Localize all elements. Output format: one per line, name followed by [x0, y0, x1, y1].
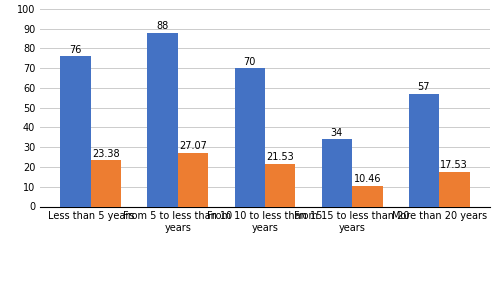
Bar [439, 172, 470, 206]
Bar [408, 94, 439, 206]
Text: 76: 76 [70, 45, 82, 55]
Text: 88: 88 [156, 21, 169, 31]
Text: 34: 34 [330, 128, 343, 138]
Bar [178, 153, 208, 206]
Bar [148, 32, 178, 206]
Bar [60, 56, 91, 206]
Text: 27.07: 27.07 [180, 141, 207, 151]
Text: 17.53: 17.53 [440, 160, 468, 170]
Bar [91, 160, 122, 206]
Text: 57: 57 [418, 82, 430, 92]
Bar [322, 139, 352, 206]
Bar [265, 164, 296, 206]
Text: 10.46: 10.46 [354, 174, 381, 184]
Bar [352, 186, 382, 206]
Text: 23.38: 23.38 [92, 149, 120, 159]
Bar [234, 68, 265, 206]
Text: 70: 70 [244, 57, 256, 67]
Text: 21.53: 21.53 [266, 152, 294, 162]
